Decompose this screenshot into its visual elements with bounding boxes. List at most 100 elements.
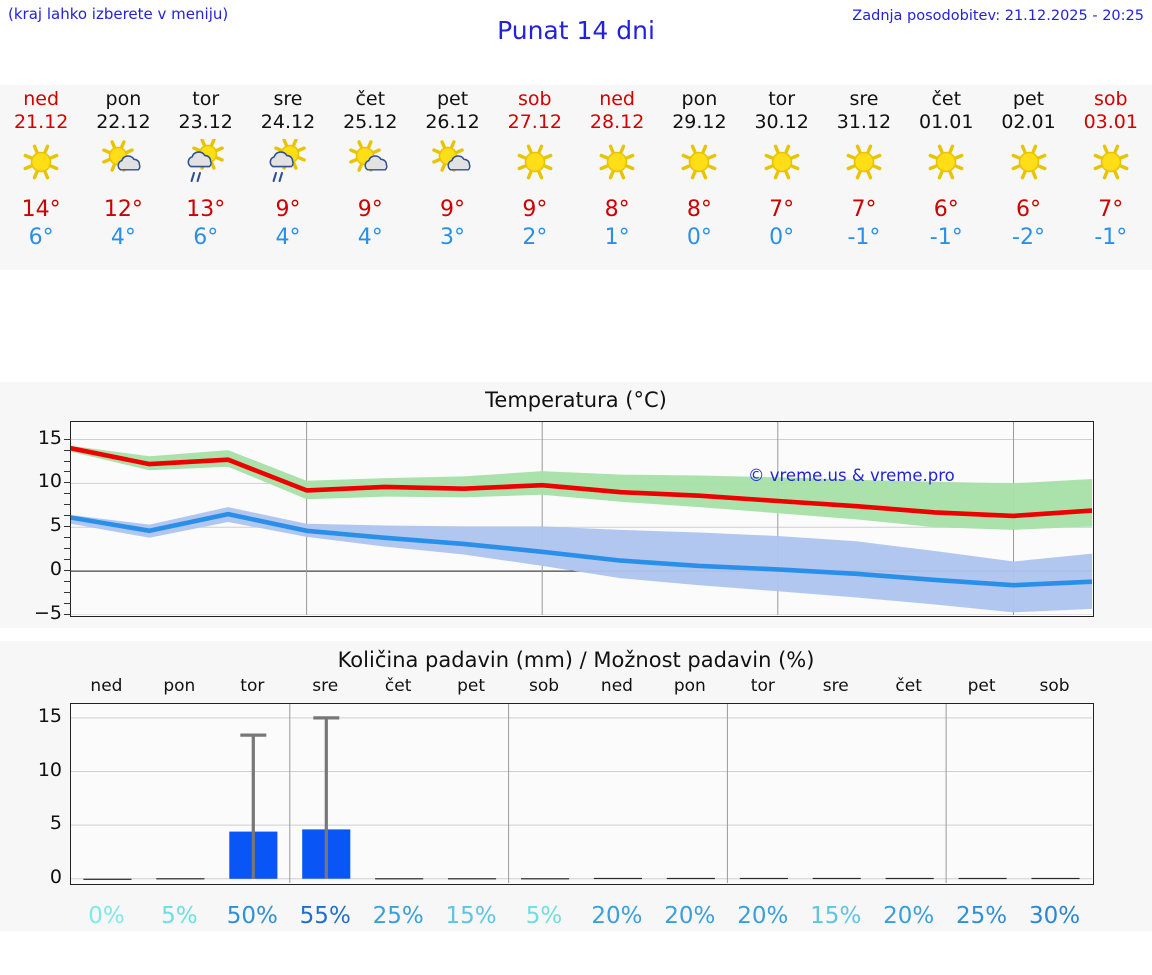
day-card[interactable]: pon 22.12 12° 4° (82, 85, 164, 270)
day-card[interactable]: ned 21.12 14° 6° (0, 85, 82, 270)
precip-probability: 20% (591, 903, 643, 929)
temp-max: 12° (103, 197, 143, 222)
temp-max: 6° (933, 197, 959, 222)
temp-max: 7° (769, 197, 795, 222)
temp-y-tick: 0 (49, 558, 62, 581)
day-of-week: sre (849, 88, 879, 110)
temperature-series-1 (71, 511, 1092, 588)
precip-probability: 25% (955, 903, 1008, 929)
day-card[interactable]: pet 02.01 6° -2° (987, 85, 1069, 270)
sun-cloud-icon (102, 140, 141, 172)
day-date: 26.12 (425, 111, 480, 133)
temp-y-minor-tick (64, 559, 71, 561)
temp-max: 9° (357, 197, 383, 222)
day-card[interactable]: tor 23.12 13° 6° (165, 85, 247, 270)
day-date: 01.01 (919, 111, 974, 133)
day-of-week: čet (931, 88, 962, 110)
precip-bar (83, 878, 132, 880)
weather-icon-wrap (592, 136, 642, 188)
temp-max: 7° (1098, 197, 1124, 222)
temp-y-minor-tick (64, 449, 71, 451)
day-date: 28.12 (589, 111, 645, 133)
temp-y-tick: 15 (37, 426, 62, 449)
precip-day-label: tor (750, 676, 775, 696)
temp-y-minor-tick (64, 603, 71, 604)
day-card[interactable]: ned 28.12 8° 1° (576, 85, 658, 270)
day-card[interactable]: pon 29.12 8° 0° (658, 85, 740, 270)
temp-y-minor-tick (64, 592, 71, 594)
precip-day-label: tor (240, 676, 265, 696)
precip-bar (958, 877, 1007, 880)
precip-probability: 20% (883, 903, 935, 929)
precip-day-label: pet (967, 676, 996, 696)
day-date: 23.12 (178, 111, 233, 133)
temp-y-minor-tick (64, 570, 71, 572)
temp-min: -2° (1012, 225, 1045, 250)
precip-y-tick: 10 (37, 758, 62, 781)
temp-min: -1° (929, 225, 963, 250)
temperature-plot-area (70, 421, 1094, 617)
day-of-week: pet (1012, 88, 1045, 110)
precip-bar (521, 878, 570, 880)
temp-y-minor-tick (64, 460, 71, 462)
sun-cloud-rain-icon (269, 139, 306, 183)
page-header: (kraj lahko izberete v meniju) Punat 14 … (0, 0, 1152, 85)
precip-y-tick: 0 (49, 865, 62, 888)
temp-min: 6° (193, 225, 219, 250)
weather-icon-wrap (98, 136, 148, 188)
day-card[interactable]: sob 03.01 7° -1° (1070, 85, 1152, 270)
weather-icon-wrap (921, 136, 971, 188)
temp-y-tick: 5 (49, 514, 62, 537)
temp-max: 14° (21, 197, 61, 222)
day-card[interactable]: sre 24.12 9° 4° (247, 85, 329, 270)
day-card[interactable]: sob 27.12 9° 2° (494, 85, 576, 270)
precip-probability: 30% (1028, 903, 1081, 929)
sun-icon (928, 144, 964, 180)
day-card[interactable]: sre 31.12 7° -1° (823, 85, 905, 270)
temp-y-minor-tick (64, 526, 71, 528)
day-card[interactable]: čet 01.01 6° -1° (905, 85, 987, 270)
temp-max: 9° (275, 197, 301, 222)
temp-min: 2° (522, 225, 548, 250)
weather-icon-wrap (428, 136, 478, 188)
day-of-week: pon (681, 88, 718, 110)
precip-bar (448, 878, 497, 880)
day-of-week: sre (273, 88, 303, 110)
temp-min: 4° (275, 225, 301, 250)
precip-day-label: pon (673, 676, 706, 696)
weather-icon-wrap (839, 136, 889, 188)
menu-hint-text[interactable]: (kraj lahko izberete v meniju) (8, 5, 229, 23)
temp-min: 0° (686, 225, 712, 250)
precip-bar (739, 877, 788, 880)
weather-icon-wrap (1086, 136, 1136, 188)
precip-probability: 55% (299, 903, 351, 929)
day-date: 22.12 (96, 111, 151, 133)
day-card[interactable]: tor 30.12 7° 0° (741, 85, 823, 270)
precip-bar (812, 877, 861, 880)
precip-probability: 20% (664, 903, 716, 929)
precipitation-plot-area (70, 703, 1094, 885)
sun-cloud-icon (431, 140, 471, 172)
day-of-week: ned (23, 88, 60, 110)
day-date: 31.12 (836, 111, 892, 133)
temp-y-tick: 10 (37, 470, 62, 493)
day-card[interactable]: pet 26.12 9° 3° (411, 85, 493, 270)
day-date: 30.12 (754, 111, 809, 133)
weather-icon-wrap (263, 136, 313, 188)
precip-probability: 15% (810, 903, 862, 929)
weather-icon-wrap (345, 136, 395, 188)
temp-y-minor-tick (64, 614, 71, 615)
day-card[interactable]: čet 25.12 9° 4° (329, 85, 411, 270)
precip-day-label: ned (600, 676, 633, 696)
last-updated-text: Zadnja posodobitev: 21.12.2025 - 20:25 (852, 8, 1144, 24)
precip-day-label: čet (895, 676, 922, 696)
weather-icon-wrap (16, 136, 66, 188)
precip-bar (593, 877, 642, 880)
precip-day-label: sob (529, 676, 560, 696)
sun-icon (681, 144, 717, 180)
temperature-series-0 (71, 446, 1092, 519)
temp-max: 7° (851, 197, 877, 222)
day-of-week: čet (355, 88, 386, 110)
day-date: 27.12 (507, 111, 563, 133)
sun-icon (764, 144, 800, 180)
